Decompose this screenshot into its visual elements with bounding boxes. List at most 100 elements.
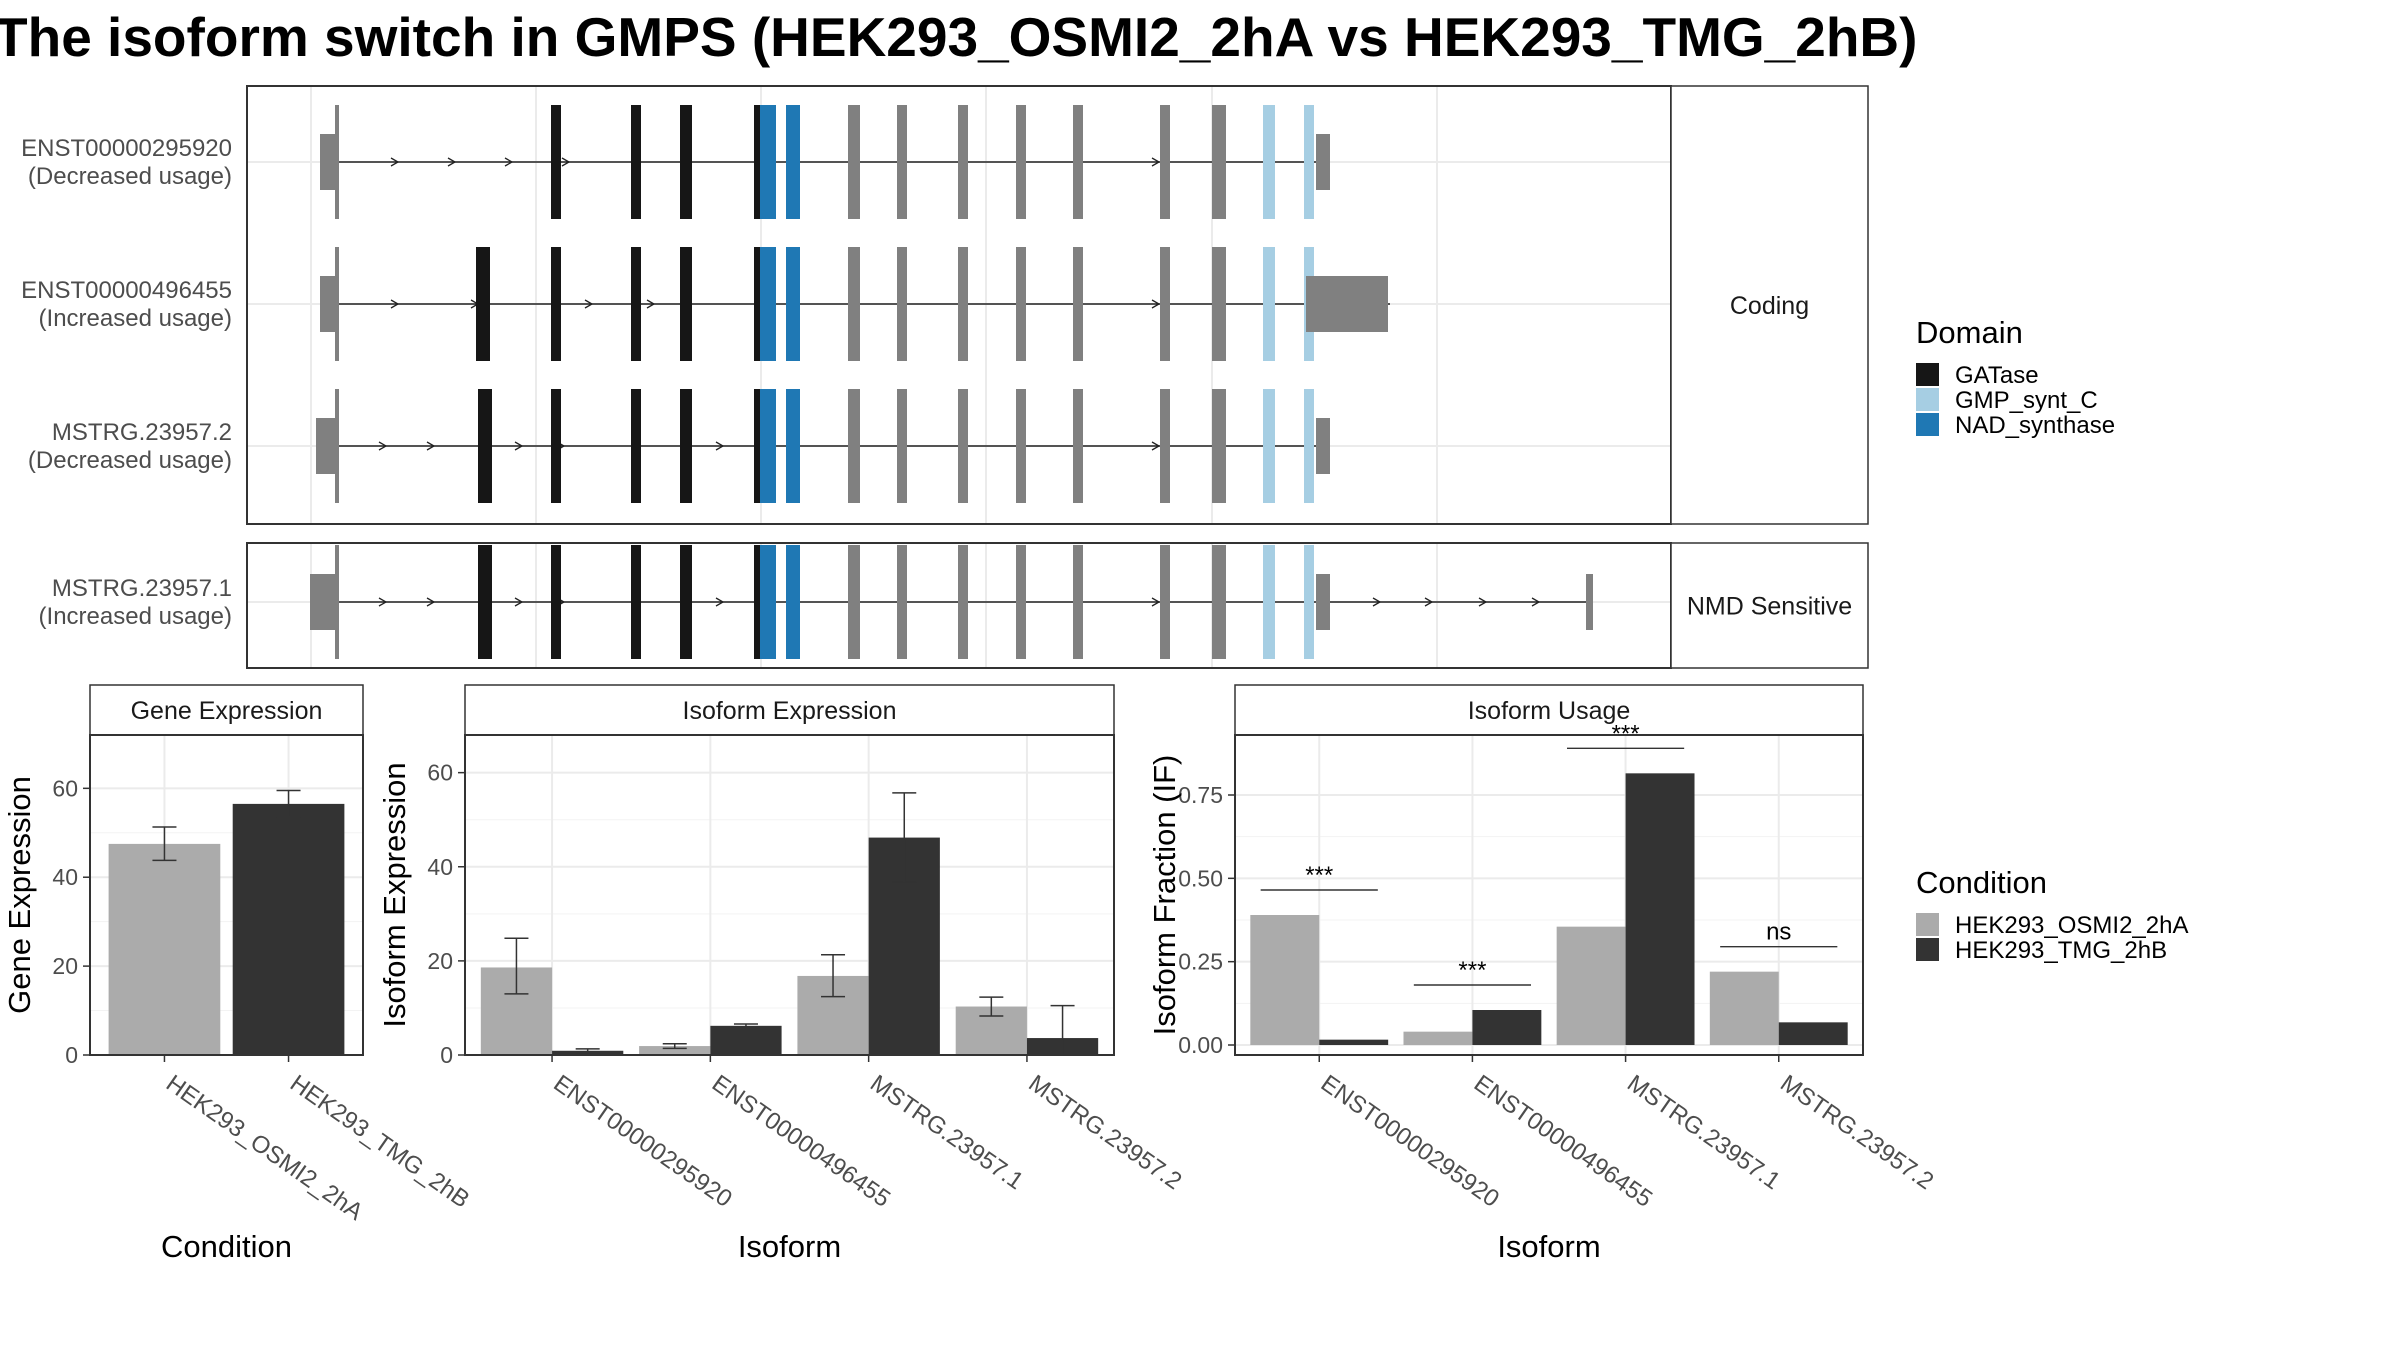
coding-exon (680, 105, 692, 219)
y-tick-label: 20 (427, 948, 453, 974)
coding-exon (335, 389, 339, 503)
intron-direction-arrow (426, 441, 436, 451)
significance-label: *** (1612, 720, 1640, 747)
coding-exon (1263, 389, 1275, 503)
intron-direction-arrow (390, 157, 400, 167)
intron-direction-arrow (1531, 597, 1541, 607)
coding-exon (551, 247, 561, 361)
expression-plots: Gene Expression0204060HEK293_OSMI2_2hAHE… (2, 684, 1938, 1264)
coding-exon (897, 105, 907, 219)
y-tick-label: 0 (65, 1042, 78, 1068)
isoform-structure-row: MSTRG.23957.2(Decreased usage) (28, 389, 1330, 503)
facet-strip-label: Coding (1730, 292, 1809, 320)
legend-label: HEK293_TMG_2hB (1955, 937, 2167, 964)
legend-label: GATase (1955, 362, 2039, 389)
y-tick-label: 0 (440, 1042, 453, 1068)
intron-direction-arrow (1151, 157, 1161, 167)
x-axis-title: Condition (161, 1229, 292, 1264)
coding-exon (760, 545, 776, 659)
error-bar (662, 1042, 687, 1050)
legend-label: GMP_synt_C (1955, 387, 2098, 414)
coding-exon (1304, 105, 1314, 219)
legend-label: HEK293_OSMI2_2hA (1955, 912, 2188, 939)
isoform-structure-row: ENST00000496455(Increased usage) (21, 247, 1390, 361)
bar (1319, 1039, 1389, 1045)
coding-exon (1263, 545, 1275, 659)
figure-title: The isoform switch in GMPS (HEK293_OSMI2… (0, 6, 1917, 68)
facet-strip-label: NMD Sensitive (1687, 593, 1852, 621)
panel-title: Gene Expression (131, 697, 323, 725)
y-tick-label: 0.75 (1178, 782, 1223, 808)
bar (710, 1025, 782, 1055)
coding-exon (335, 105, 339, 219)
utr-exon (1316, 134, 1330, 190)
coding-exon (848, 389, 860, 503)
y-tick-label: 20 (52, 953, 78, 979)
coding-exon (1304, 545, 1314, 659)
error-bar (276, 789, 301, 818)
coding-exon (551, 105, 561, 219)
coding-exon (1304, 389, 1314, 503)
isoform-structure-row: MSTRG.23957.1(Increased usage) (39, 545, 1593, 659)
coding-exon (551, 545, 561, 659)
significance-label: *** (1458, 957, 1486, 984)
coding-exon (1016, 545, 1026, 659)
error-bar (152, 826, 177, 862)
legend-key (1916, 388, 1939, 411)
bar (1403, 1031, 1473, 1045)
coding-exon (760, 247, 776, 361)
coding-exon (760, 105, 776, 219)
y-tick-label: 0.25 (1178, 949, 1223, 975)
isoform-label: MSTRG.23957.2 (52, 419, 232, 446)
x-tick-label: HEK293_OSMI2_2hA (161, 1070, 368, 1226)
legend-key (1916, 913, 1939, 936)
coding-exon (1160, 545, 1170, 659)
coding-exon (631, 389, 641, 503)
intron-direction-arrow (426, 597, 436, 607)
intron-direction-arrow (1424, 597, 1434, 607)
isoform-label: ENST00000496455 (21, 277, 232, 304)
y-tick-label: 40 (427, 854, 453, 880)
intron-direction-arrow (1151, 597, 1161, 607)
bar (1778, 1022, 1848, 1045)
coding-exon (1212, 389, 1226, 503)
error-bar (733, 1023, 758, 1029)
intron-direction-arrow (1478, 597, 1488, 607)
isoform-usage-label: (Decreased usage) (28, 163, 232, 190)
intron-direction-arrow (378, 441, 388, 451)
y-tick-label: 0.00 (1178, 1032, 1223, 1058)
x-tick-label: MSTRG.23957.2 (1023, 1070, 1186, 1195)
intron-direction-arrow (378, 597, 388, 607)
coding-exon (1016, 389, 1026, 503)
chart-panel-2: Isoform Usage 0.00 0.25 0.50 0.75 *** *** *** ns… (1147, 684, 1938, 1264)
intron-direction-arrow (1151, 299, 1161, 309)
legend-key (1916, 938, 1939, 961)
coding-exon (1212, 247, 1226, 361)
utr-exon (310, 574, 338, 630)
coding-exon (848, 105, 860, 219)
panel-strip (464, 684, 1115, 736)
x-tick-label: MSTRG.23957.1 (1622, 1070, 1785, 1195)
isoform-label: MSTRG.23957.1 (52, 575, 232, 602)
utr-exon (320, 134, 338, 190)
coding-exon (1160, 105, 1170, 219)
intron-direction-arrow (390, 299, 400, 309)
coding-exon (1160, 389, 1170, 503)
utr-exon (316, 418, 338, 474)
x-axis-title: Isoform (738, 1229, 841, 1264)
bar (232, 803, 345, 1055)
intron-direction-arrow (1151, 441, 1161, 451)
coding-exon (848, 545, 860, 659)
coding-exon (958, 545, 968, 659)
y-tick-label: 40 (52, 864, 78, 890)
coding-exon (897, 247, 907, 361)
error-bar (821, 954, 846, 998)
coding-exon (1073, 247, 1083, 361)
coding-exon (478, 389, 492, 503)
coding-exon (1263, 247, 1275, 361)
intron-direction-arrow (561, 157, 571, 167)
y-tick-label: 60 (427, 760, 453, 786)
coding-exon (631, 247, 641, 361)
